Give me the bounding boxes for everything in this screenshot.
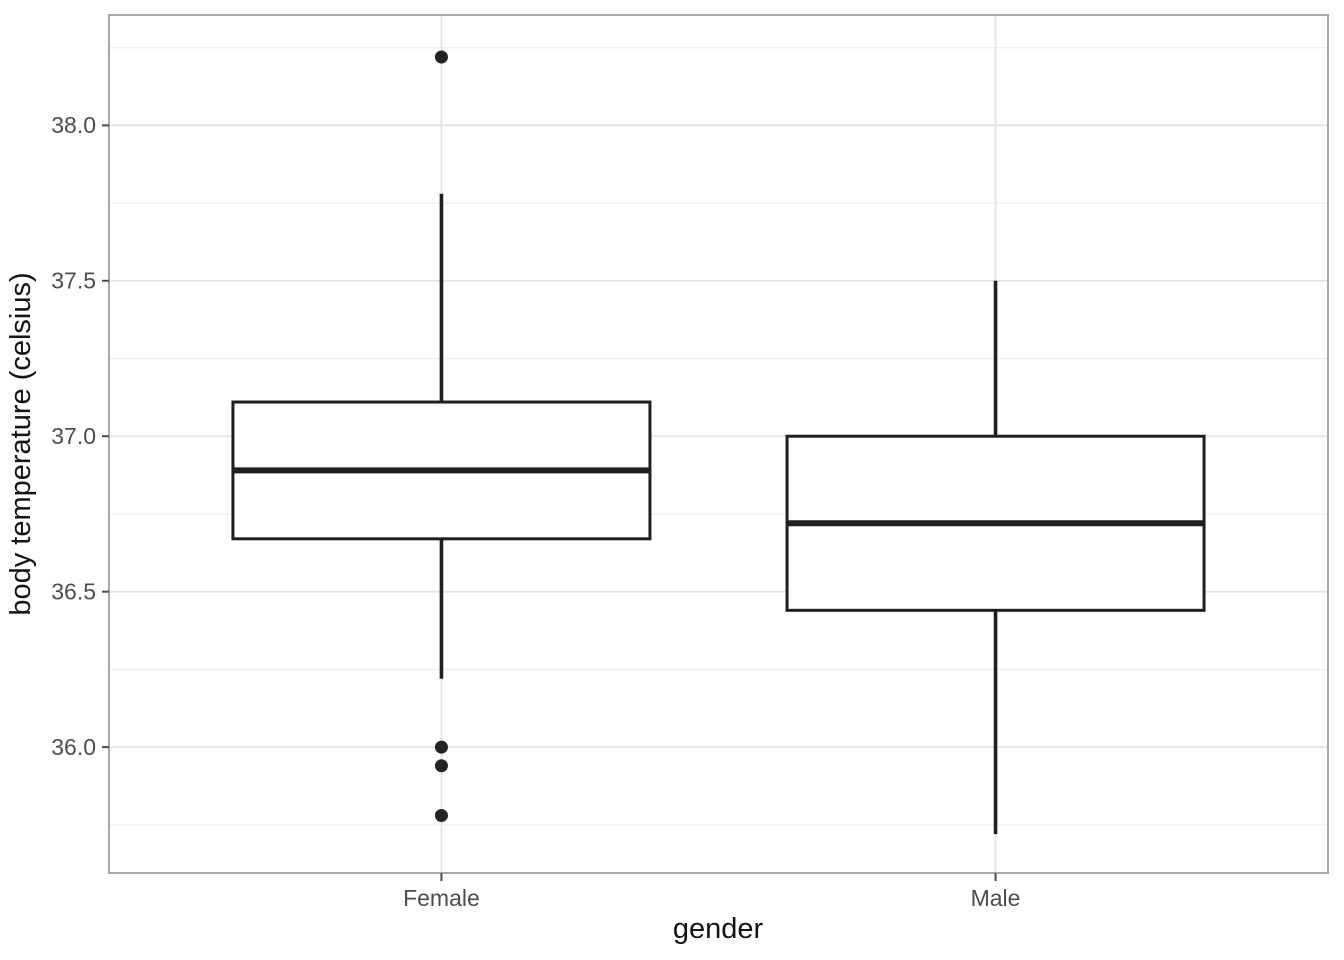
outlier-point-female [434,740,448,754]
x-axis-title: gender [673,913,764,945]
axis-layer: 36.0 36.5 37.0 37.5 38.0 Female Male [51,112,1020,911]
outlier-point-female [434,50,448,64]
y-axis-title: body temperature (celsius) [5,272,37,615]
x-tick-label: Female [403,885,480,911]
y-tick-label: 37.5 [51,268,96,294]
y-tick-label: 36.0 [51,734,96,760]
panel-border [108,14,1329,874]
outlier-point-female [434,759,448,773]
y-tick-label: 36.5 [51,578,96,604]
x-tick-label: Male [971,885,1021,911]
y-tick-label: 37.0 [51,423,96,449]
y-tick-label: 38.0 [51,112,96,138]
panel-border-layer [108,14,1329,874]
outlier-point-female [434,808,448,822]
box-layer [231,50,1206,835]
